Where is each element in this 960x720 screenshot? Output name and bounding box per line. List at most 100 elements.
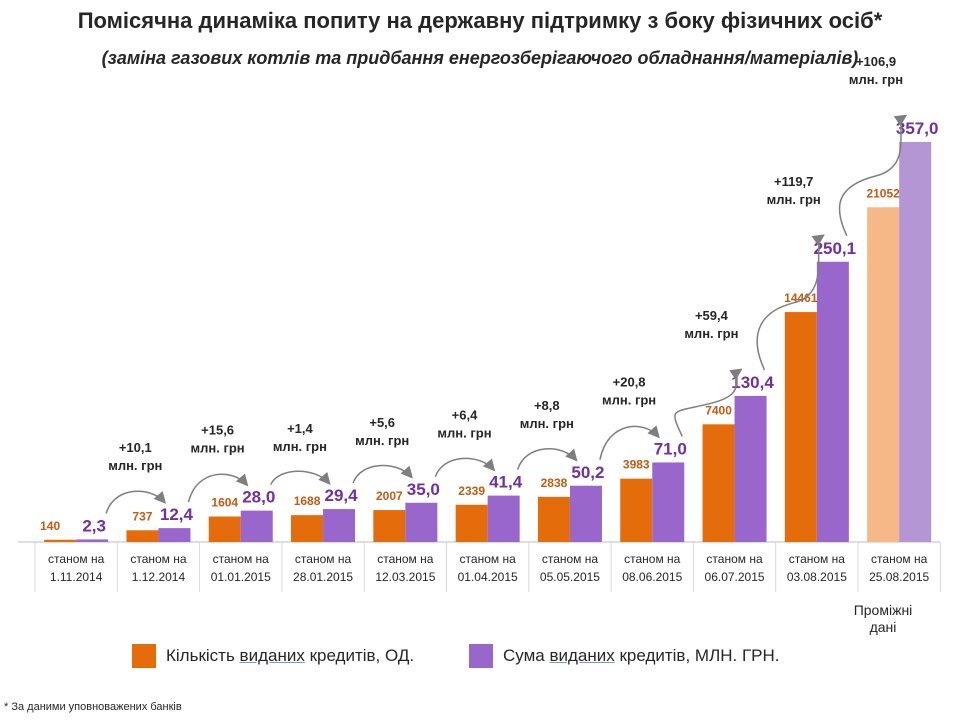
- tick-label: станом на: [789, 552, 846, 566]
- bar-count: [44, 539, 77, 542]
- tick-label: станом на: [706, 552, 763, 566]
- tick-label: станом на: [295, 552, 352, 566]
- increment-label: +8,8: [534, 398, 560, 413]
- legend-swatch-sum: [469, 644, 493, 668]
- legend-swatch-count: [132, 644, 156, 668]
- increment-unit-label: млн. грн: [355, 433, 409, 448]
- bar-sum: [323, 509, 356, 542]
- tick-label: 01.01.2015: [211, 570, 271, 584]
- data-label-sum: 130,4: [731, 373, 774, 392]
- increment-arrow: [838, 114, 908, 237]
- increment-label: +20,8: [613, 374, 646, 389]
- bar-sum: [158, 528, 191, 542]
- data-label-sum: 50,2: [571, 463, 604, 482]
- increment-label: +59,4: [695, 308, 729, 323]
- bar-count: [784, 312, 817, 542]
- increment-unit-label: млн. грн: [684, 326, 738, 341]
- increment-arrow: [270, 470, 331, 486]
- data-label-count: 1604: [211, 495, 238, 509]
- increment-label: +6,4: [452, 408, 478, 423]
- legend-label-count: Кількість виданих кредитів, ОД.: [166, 646, 415, 665]
- increment-unit-label: млн. грн: [602, 392, 656, 407]
- tick-label: 03.08.2015: [787, 570, 847, 584]
- increment-unit-label: млн. грн: [767, 192, 821, 207]
- data-label-count: 1688: [294, 494, 321, 508]
- data-label-count: 140: [40, 519, 60, 533]
- data-label-sum: 29,4: [325, 486, 359, 505]
- tick-label: 05.05.2015: [540, 570, 600, 584]
- data-label-count: 14461: [784, 291, 818, 305]
- data-label-sum: 2,3: [82, 516, 106, 535]
- tick-label: станом на: [624, 552, 681, 566]
- bar-count: [702, 424, 735, 542]
- tick-label: станом на: [871, 552, 928, 566]
- increment-arrow: [674, 368, 743, 437]
- tick-label: 28.01.2015: [293, 570, 353, 584]
- increment-unit-label: млн. грн: [520, 416, 574, 431]
- bar-sum: [487, 495, 520, 542]
- increment-unit-label: млн. грн: [191, 441, 245, 456]
- increment-label: +15,6: [201, 423, 234, 438]
- footnote: * За даними уповноважених банків: [4, 701, 182, 713]
- chart-title: Помісячна динаміка попиту на державну пі…: [77, 8, 883, 33]
- bar-count: [867, 207, 900, 542]
- tick-label: станом на: [460, 552, 517, 566]
- increment-unit-label: млн. грн: [849, 72, 903, 87]
- increment-label: +10,1: [119, 440, 152, 455]
- data-label-sum: 12,4: [160, 505, 194, 524]
- increment-unit-label: млн. грн: [108, 458, 162, 473]
- bar-sum: [240, 510, 273, 542]
- interim-data-note: Проміжні дані: [853, 602, 913, 635]
- tick-label: 06.07.2015: [705, 570, 765, 584]
- data-label-count: 2838: [541, 476, 568, 490]
- bar-count: [455, 504, 488, 542]
- increment-label: +1,4: [287, 421, 313, 436]
- tick-label: 12.03.2015: [375, 570, 435, 584]
- tick-label: 1.12.2014: [132, 570, 186, 584]
- tick-label: 01.04.2015: [458, 570, 518, 584]
- tick-label: станом на: [213, 552, 270, 566]
- tick-label: 08.06.2015: [622, 570, 682, 584]
- data-label-count: 2007: [376, 489, 403, 503]
- bar-count: [373, 510, 406, 542]
- bar-sum: [405, 502, 438, 542]
- legend-item-sum: Сума виданих кредитів, МЛН. ГРН.: [469, 644, 780, 668]
- tick-label: станом на: [377, 552, 434, 566]
- data-label-count: 21052: [866, 186, 900, 200]
- bar-sum: [569, 485, 602, 542]
- increment-arrow: [516, 448, 578, 470]
- increment-unit-label: млн. грн: [273, 439, 327, 454]
- plot-area: 140 2,3 станом на 1.11.2014 737 12,4 станом на…: [18, 54, 941, 592]
- increment-arrow: [434, 457, 496, 478]
- data-label-count: 2339: [458, 484, 485, 498]
- bar-count: [537, 496, 570, 542]
- bar-sum: [652, 462, 685, 542]
- bar-count: [620, 478, 653, 542]
- data-label-sum: 41,4: [489, 473, 523, 492]
- increment-arrow: [105, 490, 167, 514]
- data-label-sum: 35,0: [407, 480, 440, 499]
- tick-label: 1.11.2014: [50, 570, 103, 584]
- bar-sum: [899, 141, 932, 542]
- increment-label: +106,9: [856, 54, 896, 69]
- chart-subtitle: (заміна газових котлів та придбання енер…: [101, 48, 859, 68]
- tick-label: станом на: [130, 552, 187, 566]
- tick-label: станом на: [542, 552, 599, 566]
- increment-label: +119,7: [774, 174, 813, 189]
- increment-arrow: [352, 464, 413, 484]
- data-label-count: 3983: [623, 458, 650, 472]
- legend-label-sum: Сума виданих кредитів, МЛН. ГРН.: [503, 646, 780, 665]
- tick-label: 25.08.2015: [869, 570, 929, 584]
- increment-arrow: [599, 425, 660, 460]
- data-label-count: 737: [132, 509, 152, 523]
- bar-count: [291, 515, 324, 542]
- increment-unit-label: млн. грн: [437, 426, 491, 441]
- legend-item-count: Кількість виданих кредитів, ОД.: [132, 644, 414, 668]
- increment-label: +5,6: [369, 415, 395, 430]
- tick-label: станом на: [48, 552, 105, 566]
- bar-sum: [76, 539, 109, 542]
- data-label-sum: 28,0: [242, 488, 275, 507]
- bar-count: [208, 516, 241, 542]
- data-label-sum: 71,0: [654, 439, 687, 458]
